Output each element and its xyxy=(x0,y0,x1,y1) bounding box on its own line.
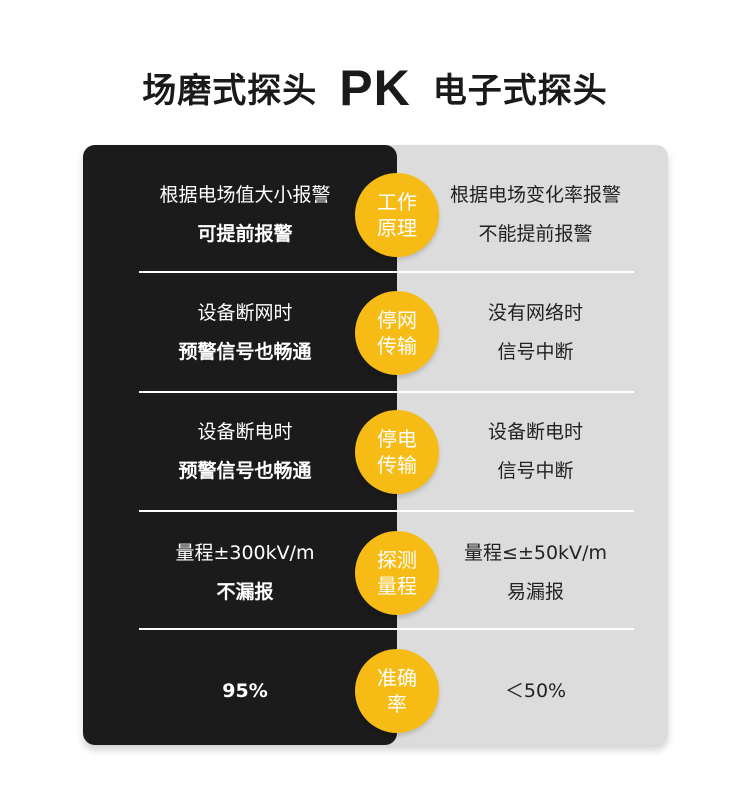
field-probe-text-line: 预警信号也畅通 xyxy=(178,341,312,363)
field-probe-text: 根据电场值大小报警 可提前报警 xyxy=(113,156,377,274)
category-badge-line: 工作 xyxy=(377,190,417,214)
electronic-probe-text-line: 量程≤±50kV/m xyxy=(464,542,607,564)
title-left: 场磨式探头 xyxy=(142,71,318,111)
row-divider xyxy=(139,510,634,512)
field-probe-text-line: 可提前报警 xyxy=(197,223,293,245)
field-probe-text-line: 95% xyxy=(222,679,268,702)
electronic-probe-text-line: 设备断电时 xyxy=(487,421,583,443)
electronic-probe-text-line: ＜50% xyxy=(504,679,567,702)
row-divider xyxy=(139,628,634,630)
field-probe-text: 设备断电时预警信号也畅通 xyxy=(113,393,377,511)
comparison-row: 设备断电时 预警信号也畅通 设备断电时 信号中断 停电 传输 xyxy=(83,393,668,511)
field-probe-text-line: 预警信号也畅通 xyxy=(178,460,312,482)
electronic-probe-text: 量程≤±50kV/m 易漏报 xyxy=(413,514,658,632)
category-badge-line: 原理 xyxy=(377,216,417,240)
electronic-probe-text-line: 根据电场变化率报警 xyxy=(449,184,621,206)
comparison-row: 量程±300kV/m 不漏报 量程≤±50kV/m 易漏报 探测 量程 xyxy=(83,514,668,632)
comparison-row: 根据电场值大小报警 可提前报警 根据电场变化率报警 不能提前报警 工作 原理 xyxy=(83,156,668,274)
title-right: 电子式探头 xyxy=(432,71,608,111)
category-badge: 停网 传输 xyxy=(355,291,439,375)
electronic-probe-text: ＜50% xyxy=(413,632,658,750)
field-probe-text-line: 设备断网时 xyxy=(197,302,293,324)
row-divider xyxy=(139,391,634,393)
field-probe-text-line: 设备断电时 xyxy=(197,421,293,443)
category-badge-line: 准确 xyxy=(377,666,417,690)
category-badge-line: 探测 xyxy=(377,548,417,572)
electronic-probe-text: 根据电场变化率报警 不能提前报警 xyxy=(413,156,658,274)
electronic-probe-text-line: 不能提前报警 xyxy=(478,223,593,245)
field-probe-text: 设备断网时预警信号也畅通 xyxy=(113,274,377,392)
electronic-probe-text-line: 没有网络时 xyxy=(487,302,583,324)
row-divider xyxy=(139,271,634,273)
category-badge-line: 率 xyxy=(387,692,407,716)
category-badge: 停电 传输 xyxy=(355,410,439,494)
field-probe-text-line: 量程±300kV/m xyxy=(175,542,315,564)
category-badge: 工作 原理 xyxy=(355,173,439,257)
category-badge-line: 传输 xyxy=(377,453,417,477)
category-badge: 探测 量程 xyxy=(355,531,439,615)
electronic-probe-text-line: 信号中断 xyxy=(497,460,574,482)
field-probe-text: 95% xyxy=(113,632,377,750)
comparison-row: 设备断网时 预警信号也畅通 没有网络时 信号中断 停网 传输 xyxy=(83,274,668,392)
comparison-row: 95% ＜50% 准确率 xyxy=(83,632,668,750)
left-panel xyxy=(83,145,397,745)
electronic-probe-text: 设备断电时 信号中断 xyxy=(413,393,658,511)
category-badge-line: 量程 xyxy=(377,574,417,598)
page-title: 场磨式探头 PK 电子式探头 xyxy=(0,62,750,117)
category-badge: 准确率 xyxy=(355,649,439,733)
title-pk: PK xyxy=(339,60,411,116)
electronic-probe-text-line: 易漏报 xyxy=(506,581,564,603)
field-probe-text: 量程±300kV/m 不漏报 xyxy=(113,514,377,632)
category-badge-line: 停电 xyxy=(377,427,417,451)
category-badge-line: 停网 xyxy=(377,308,417,332)
electronic-probe-text: 没有网络时 信号中断 xyxy=(413,274,658,392)
electronic-probe-text-line: 信号中断 xyxy=(497,341,574,363)
field-probe-text-line: 根据电场值大小报警 xyxy=(159,184,331,206)
field-probe-text-line: 不漏报 xyxy=(216,581,274,603)
category-badge-line: 传输 xyxy=(377,334,417,358)
